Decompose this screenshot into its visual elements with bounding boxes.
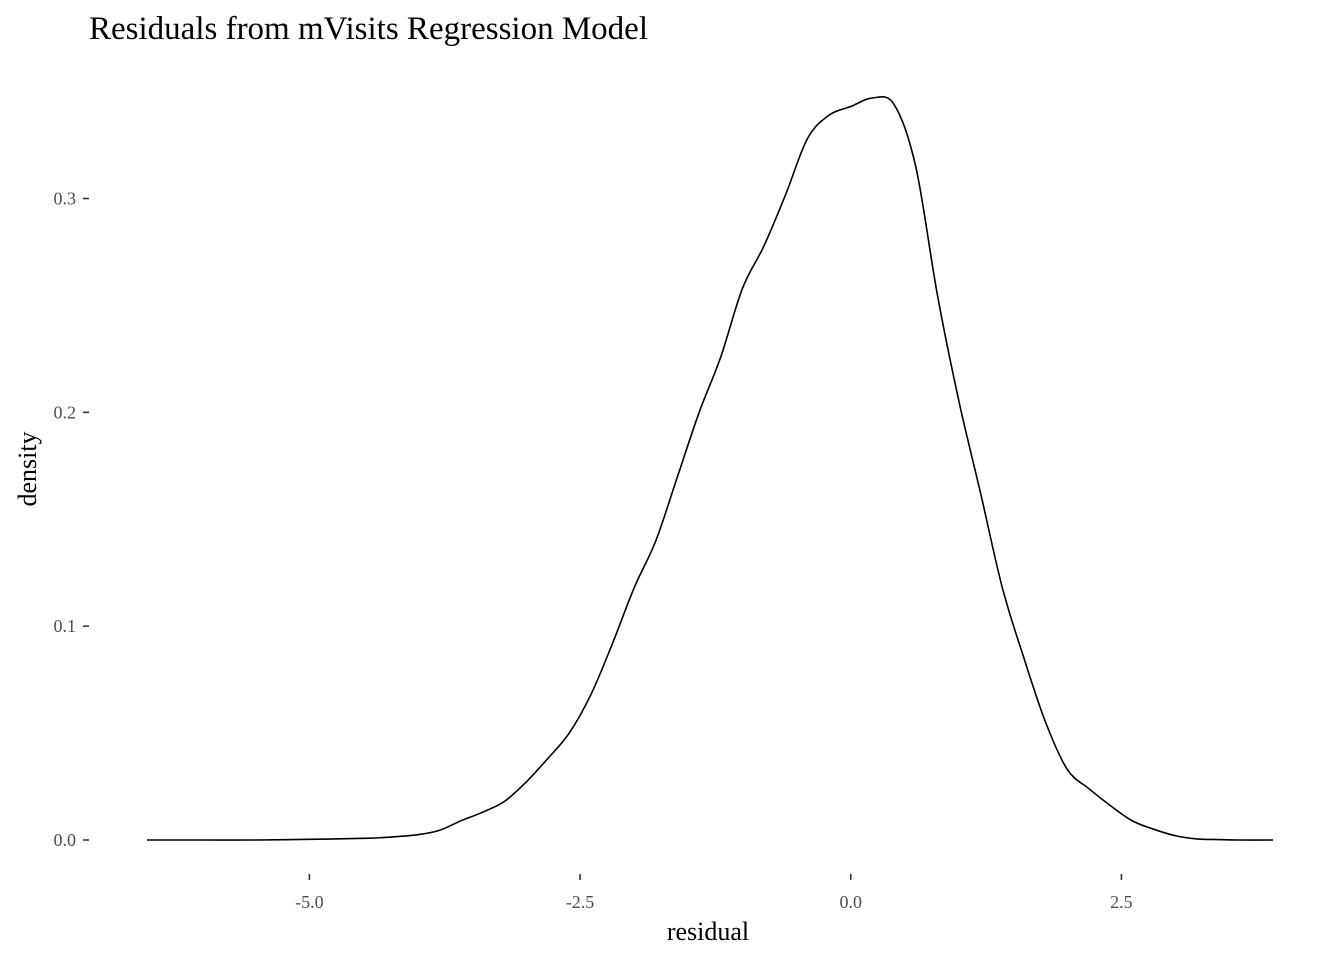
x-axis-title: residual (667, 917, 749, 946)
y-axis-title: density (13, 431, 42, 506)
chart-title: Residuals from mVisits Regression Model (89, 11, 648, 47)
y-axis: 0.0 0.1 0.2 0.3 (54, 189, 89, 850)
y-tick-label: 0.2 (54, 402, 77, 422)
x-tick-label: -5.0 (295, 892, 324, 912)
x-tick-label: -2.5 (566, 892, 595, 912)
x-axis: -5.0 -2.5 0.0 2.5 (295, 874, 1133, 912)
x-tick-label: 0.0 (840, 892, 863, 912)
density-curve (146, 95, 1274, 841)
y-tick-label: 0.0 (54, 830, 77, 850)
x-tick-label: 2.5 (1110, 892, 1133, 912)
y-tick-label: 0.1 (54, 616, 77, 636)
y-tick-label: 0.3 (54, 189, 77, 209)
